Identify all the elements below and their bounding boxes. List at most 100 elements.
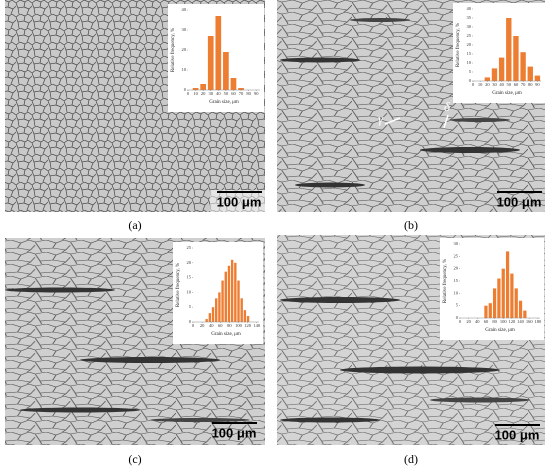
y-tick-label: 5 bbox=[469, 69, 472, 74]
bar bbox=[491, 68, 498, 81]
x-tick-label: 20 bbox=[485, 82, 490, 87]
bar bbox=[246, 316, 250, 322]
y-axis-label: Relative frequency, % bbox=[456, 23, 461, 67]
x-tick-label: 50 bbox=[507, 82, 512, 87]
inset-background bbox=[440, 238, 544, 340]
bar bbox=[518, 300, 523, 318]
bar bbox=[484, 305, 488, 318]
x-tick-label: 60 bbox=[484, 319, 489, 324]
bar bbox=[227, 265, 231, 322]
bar bbox=[514, 288, 518, 318]
y-tick-label: 0 bbox=[189, 319, 192, 324]
x-axis-label: Grain size, μm bbox=[211, 332, 241, 337]
panel-label: (b) bbox=[404, 218, 418, 232]
y-tick-label: 20 bbox=[467, 42, 472, 47]
annotation: δ bbox=[444, 99, 451, 114]
x-tick-label: 180 bbox=[534, 319, 542, 324]
bar bbox=[230, 259, 234, 322]
bar bbox=[520, 52, 526, 81]
x-tick-label: 160 bbox=[526, 319, 534, 324]
x-tick-label: 60 bbox=[514, 82, 519, 87]
y-axis-label: Relative frequency, % bbox=[171, 28, 176, 72]
bar bbox=[243, 310, 247, 322]
y-tick-label: 10 bbox=[187, 289, 192, 294]
scale-bar-label: 100 μm bbox=[495, 427, 540, 442]
y-tick-label: 30 bbox=[182, 27, 187, 32]
x-tick-label: 100 bbox=[235, 323, 243, 328]
x-tick-label: 0 bbox=[187, 91, 190, 96]
x-tick-label: 80 bbox=[528, 82, 533, 87]
bar bbox=[501, 268, 505, 318]
x-axis-label: Grain size, μm bbox=[209, 100, 239, 105]
inset-background bbox=[173, 242, 263, 344]
bar bbox=[505, 251, 510, 318]
y-tick-label: 25 bbox=[187, 245, 192, 250]
y-tick-label: 20 bbox=[187, 260, 192, 265]
bar bbox=[492, 288, 497, 318]
x-tick-label: 60 bbox=[218, 323, 223, 328]
x-tick-label: 70 bbox=[239, 91, 244, 96]
bar bbox=[218, 292, 221, 322]
bar bbox=[230, 78, 237, 90]
panel-label: (a) bbox=[128, 218, 141, 232]
x-tick-label: 70 bbox=[521, 82, 526, 87]
bar bbox=[207, 36, 214, 90]
bar bbox=[513, 36, 519, 81]
y-axis-label: Relative frequency, % bbox=[176, 263, 181, 307]
bar bbox=[523, 310, 527, 318]
x-tick-label: 0 bbox=[192, 323, 195, 328]
y-tick-label: 40 bbox=[467, 6, 472, 11]
bar bbox=[224, 271, 227, 322]
annotation: γ bbox=[378, 111, 384, 126]
x-tick-label: 100 bbox=[500, 319, 508, 324]
y-tick-label: 0 bbox=[184, 87, 187, 92]
inset-background bbox=[453, 3, 545, 103]
y-tick-label: 25 bbox=[454, 253, 459, 258]
y-tick-label: 5 bbox=[189, 304, 192, 309]
bar bbox=[205, 319, 208, 322]
x-tick-label: 120 bbox=[509, 319, 517, 324]
y-tick-label: 10 bbox=[454, 290, 459, 295]
x-tick-label: 30 bbox=[492, 82, 497, 87]
bar bbox=[527, 66, 533, 81]
y-tick-label: 25 bbox=[467, 33, 472, 38]
x-tick-label: 80 bbox=[246, 91, 251, 96]
y-tick-label: 20 bbox=[454, 266, 459, 271]
y-tick-label: 0 bbox=[456, 315, 459, 320]
y-tick-label: 5 bbox=[456, 303, 459, 308]
bar bbox=[192, 88, 199, 90]
scale-bar-label: 100 μm bbox=[212, 425, 257, 440]
x-tick-label: 140 bbox=[253, 323, 261, 328]
x-tick-label: 50 bbox=[224, 91, 229, 96]
x-tick-label: 0 bbox=[472, 82, 475, 87]
bar bbox=[237, 280, 240, 322]
x-tick-label: 20 bbox=[201, 91, 206, 96]
y-tick-label: 10 bbox=[467, 60, 472, 65]
y-tick-label: 15 bbox=[187, 275, 192, 280]
x-tick-label: 40 bbox=[499, 82, 504, 87]
x-tick-label: 20 bbox=[200, 323, 205, 328]
x-tick-label: 40 bbox=[475, 319, 480, 324]
bar bbox=[510, 273, 514, 318]
x-axis-label: Grain size, μm bbox=[485, 328, 515, 333]
y-tick-label: 20 bbox=[182, 47, 187, 52]
y-tick-label: 30 bbox=[467, 24, 472, 29]
x-tick-label: 40 bbox=[209, 323, 214, 328]
x-tick-label: 0 bbox=[459, 319, 462, 324]
bar bbox=[488, 303, 492, 318]
x-tick-label: 40 bbox=[216, 91, 221, 96]
bar bbox=[211, 307, 215, 322]
panel-label: (c) bbox=[128, 452, 141, 466]
bar bbox=[215, 16, 222, 90]
scale-bar-label: 100 μm bbox=[497, 194, 542, 209]
bar bbox=[215, 298, 218, 322]
bar bbox=[238, 88, 244, 90]
bar bbox=[200, 84, 206, 90]
x-tick-label: 30 bbox=[208, 91, 213, 96]
x-axis-label: Grain size, μm bbox=[492, 91, 522, 96]
bar bbox=[497, 278, 501, 318]
y-tick-label: 0 bbox=[469, 78, 472, 83]
x-tick-label: 140 bbox=[517, 319, 525, 324]
panel-label: (d) bbox=[404, 452, 418, 466]
